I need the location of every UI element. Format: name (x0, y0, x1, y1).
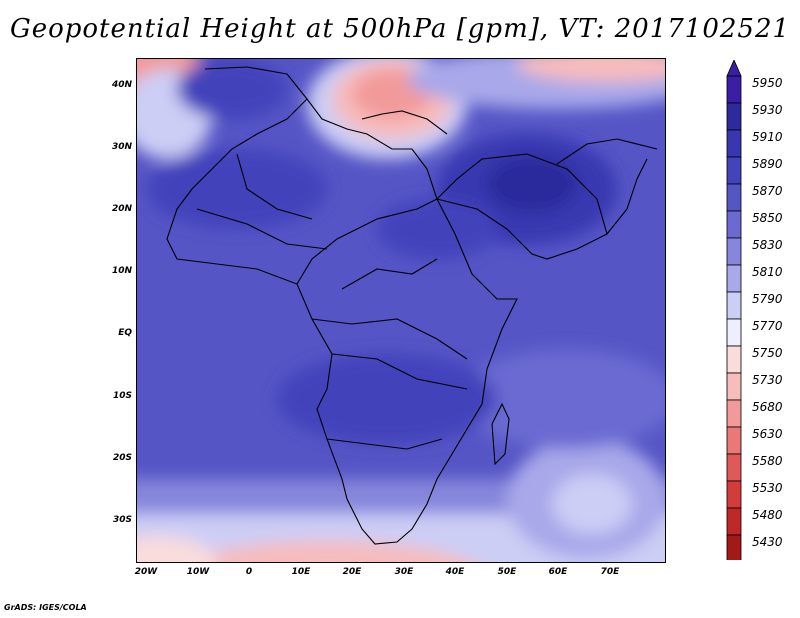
lon-label: 0 (245, 567, 253, 577)
lat-label: EQ (118, 328, 132, 338)
colorbar-label: 5480 (752, 508, 783, 522)
colorbar-label: 5430 (752, 535, 783, 549)
colorbar-label: 5810 (752, 265, 783, 279)
colorbar-label: 5830 (752, 238, 783, 252)
colorbar-box (726, 291, 742, 320)
colorbar-box (726, 345, 742, 374)
colorbar-box (726, 507, 742, 536)
colorbar-label: 5930 (752, 103, 783, 117)
lon-label: 20W (134, 567, 158, 577)
coastlines (166, 66, 658, 545)
colorbar-label: 5770 (752, 319, 783, 333)
colorbar-label: 5530 (752, 481, 783, 495)
map-fill (137, 59, 665, 562)
lat-label: 30S (112, 515, 132, 525)
colorbar-box (726, 480, 742, 509)
colorbar-top-arrow (726, 60, 742, 77)
colorbar-box (726, 318, 742, 347)
colorbar-box (726, 183, 742, 212)
chart-title: Geopotential Height at 500hPa [gpm], VT:… (9, 14, 791, 44)
colorbar-box (726, 210, 742, 239)
colorbar-box (726, 75, 742, 104)
lon-label: 70E (600, 567, 620, 577)
colorbar-label: 5750 (752, 346, 783, 360)
colorbar-label: 5790 (752, 292, 783, 306)
colorbar-label: 5890 (752, 157, 783, 171)
lon-label: 10E (291, 567, 311, 577)
colorbar-box (726, 264, 742, 293)
lat-label: 30N (111, 142, 132, 152)
lat-label: 40N (111, 80, 132, 90)
lon-label: 20E (342, 567, 362, 577)
colorbar-label: 5580 (752, 454, 783, 468)
lon-label: 40E (445, 567, 465, 577)
colorbar-box (726, 156, 742, 185)
lat-label: 20N (111, 204, 132, 214)
lat-label: 10S (112, 391, 132, 401)
colorbar-box (726, 426, 742, 455)
colorbar-box (726, 453, 742, 482)
lat-label: 20S (112, 453, 132, 463)
colorbar-label: 5730 (752, 373, 783, 387)
lon-label: 10W (186, 567, 210, 577)
colorbar-box (726, 129, 742, 158)
map-panel (136, 58, 666, 563)
colorbar-box (726, 102, 742, 131)
colorbar-label: 5850 (752, 211, 783, 225)
credit-text: GrADS: IGES/COLA (4, 603, 87, 612)
lat-label: 10N (111, 266, 132, 276)
colorbar-box (726, 399, 742, 428)
colorbar-box (726, 237, 742, 266)
colorbar-label: 5870 (752, 184, 783, 198)
colorbar-box (726, 534, 742, 560)
colorbar-label: 5910 (752, 130, 783, 144)
colorbar (726, 60, 742, 560)
lon-label: 50E (497, 567, 517, 577)
colorbar-label: 5950 (752, 76, 783, 90)
colorbar-label: 5680 (752, 400, 783, 414)
lon-label: 30E (394, 567, 414, 577)
colorbar-label: 5630 (752, 427, 783, 441)
lon-label: 60E (548, 567, 568, 577)
colorbar-box (726, 372, 742, 401)
